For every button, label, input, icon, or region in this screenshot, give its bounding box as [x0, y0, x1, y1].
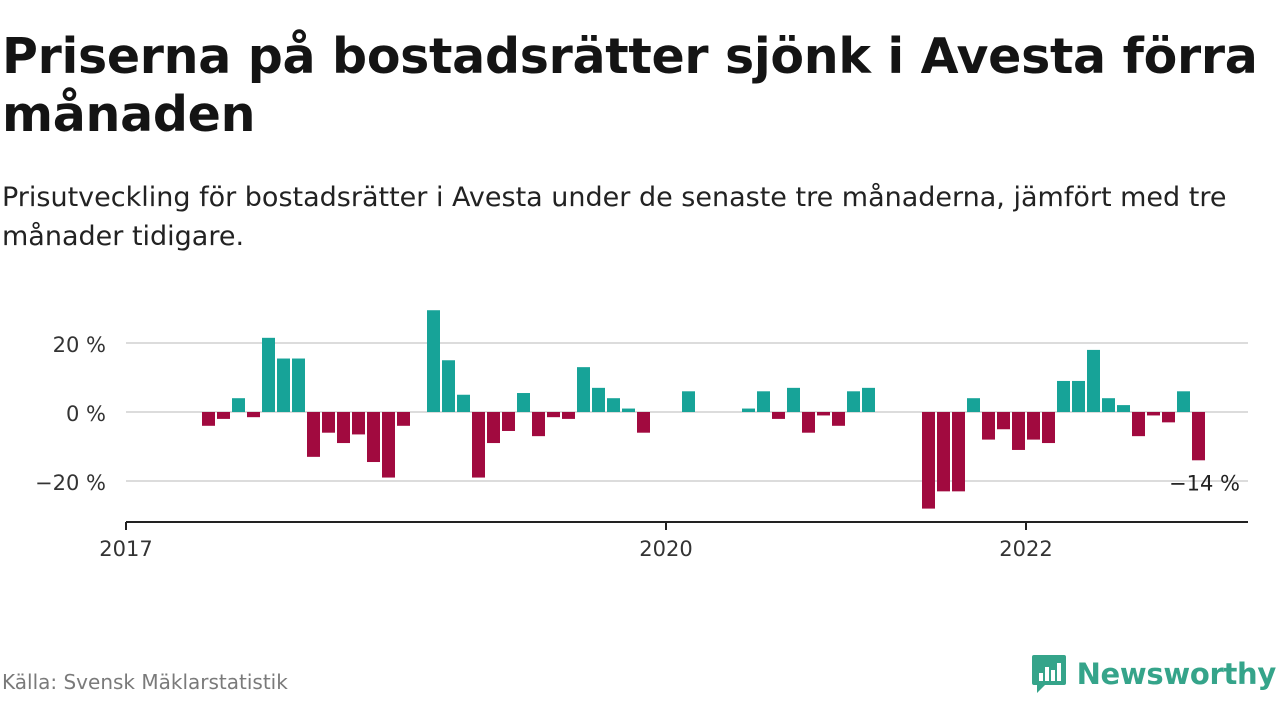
bar [382, 412, 395, 478]
bar [517, 393, 530, 412]
bar [787, 387, 800, 412]
newsworthy-icon [1031, 655, 1066, 693]
bar [997, 412, 1010, 430]
bar [1132, 412, 1145, 437]
bar [367, 412, 380, 463]
bar [1192, 412, 1205, 461]
bar [637, 412, 650, 433]
bar [532, 412, 545, 437]
brand-name: Newsworthy [1076, 657, 1277, 691]
source-note: Källa: Svensk Mäklarstatistik [2, 670, 288, 694]
bar [1027, 412, 1040, 440]
bar [847, 391, 860, 412]
bar [1102, 398, 1115, 412]
bar [247, 412, 260, 418]
y-tick-label: 20 % [53, 333, 106, 357]
bar [772, 412, 785, 419]
bar [1177, 391, 1190, 412]
bar [832, 412, 845, 426]
bar [487, 412, 500, 444]
bar [622, 408, 635, 412]
bar [967, 398, 980, 412]
bar [1117, 405, 1130, 412]
bar [1147, 412, 1160, 416]
bar [607, 398, 620, 412]
bar [562, 412, 575, 419]
bar [352, 412, 365, 435]
bar [262, 337, 275, 412]
bar [757, 391, 770, 412]
chart-subtitle: Prisutveckling för bostadsrätter i Avest… [2, 182, 1227, 252]
bar [457, 394, 470, 412]
bar [1162, 412, 1175, 423]
x-tick-label: 2022 [999, 537, 1052, 561]
bar-chart: 20 % 0 % −20 % 2017 2020 2022 −14 % [35, 310, 1248, 561]
bar [217, 412, 230, 419]
x-tick-label: 2020 [639, 537, 692, 561]
labels: 20 % 0 % −20 % 2017 2020 2022 −14 % [35, 333, 1240, 561]
last-value-label: −14 % [1169, 471, 1240, 495]
bar [577, 367, 590, 412]
bar [937, 412, 950, 492]
y-tick-label: 0 % [66, 402, 106, 426]
bar [442, 360, 455, 412]
bar [817, 412, 830, 416]
bar [1072, 380, 1085, 412]
bar [337, 412, 350, 444]
bar [682, 391, 695, 412]
bar [952, 412, 965, 492]
bar [922, 412, 935, 509]
y-tick-label: −20 % [35, 471, 106, 495]
chart-title: Priserna på bostadsrätter sjönk i Avesta… [2, 28, 1258, 143]
bar [307, 412, 320, 457]
bar [232, 398, 245, 412]
bar [547, 412, 560, 418]
x-tick-label: 2017 [99, 537, 152, 561]
bar [1012, 412, 1025, 450]
bar [472, 412, 485, 478]
bar [277, 358, 290, 412]
bar [322, 412, 335, 433]
bar [202, 412, 215, 426]
x-axis [125, 521, 1248, 530]
bar [742, 408, 755, 412]
bar [802, 412, 815, 433]
bar [982, 412, 995, 440]
bars [202, 310, 1205, 509]
bar [862, 387, 875, 412]
bar [1087, 349, 1100, 412]
bar [397, 412, 410, 426]
bar [292, 358, 305, 412]
brand-logo: Newsworthy [1031, 652, 1276, 696]
bar [1057, 380, 1070, 412]
bar [592, 387, 605, 412]
bar [1042, 412, 1055, 444]
bar [427, 310, 440, 412]
bar [502, 412, 515, 431]
